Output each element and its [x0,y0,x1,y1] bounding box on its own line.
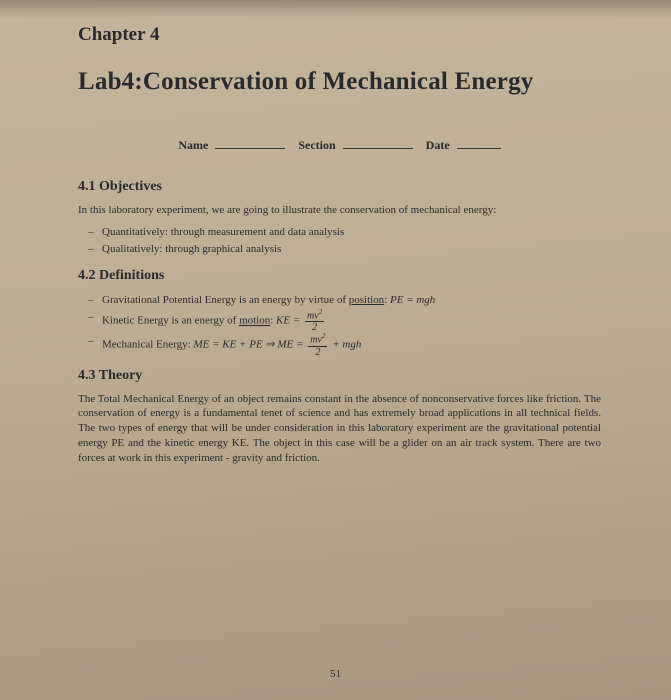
frac-num-text: mv [307,310,319,321]
me-tail: + mgh [329,339,361,351]
ke-pre: Kinetic Energy is an energy of [102,315,239,327]
definitions-heading: 4.2 Definitions [78,268,601,284]
pe-equation: PE = mgh [390,294,435,306]
frac-den: 2 [308,347,327,358]
definition-pe: Gravitational Potential Energy is an ene… [92,292,601,309]
frac-num: mv2 [308,333,327,346]
pe-pre: Gravitational Potential Energy is an ene… [102,294,349,306]
definition-ke: Kinetic Energy is an energy of motion: K… [92,309,601,333]
lab-title: Lab4:Conservation of Mechanical Energy [78,68,601,96]
me-lhs: ME = KE + PE ⇒ ME = [193,339,306,351]
pe-underlined: position [349,294,384,306]
objectives-list: Quantitatively: through measurement and … [78,224,601,258]
objectives-item: Qualitatively: through graphical analysi… [92,241,601,258]
objectives-heading: 4.1 Objectives [78,179,601,195]
section-blank [343,138,413,149]
page-shadow [0,0,671,18]
frac-num-text: mv [310,335,322,346]
page-number: 51 [0,668,671,680]
objectives-intro: In this laboratory experiment, we are go… [78,203,601,218]
name-label: Name [178,138,208,152]
ke-lhs: KE = [276,315,303,327]
lab-page: Chapter 4 Lab4:Conservation of Mechanica… [0,0,671,700]
me-pre: Mechanical Energy: [102,339,193,351]
date-label: Date [426,138,450,152]
frac-num: mv2 [305,309,324,322]
theory-heading: 4.3 Theory [78,368,601,384]
theory-paragraph: The Total Mechanical Energy of an object… [78,392,601,466]
objectives-item: Quantitatively: through measurement and … [92,224,601,241]
me-fraction: mv22 [308,333,327,357]
ke-fraction: mv22 [305,309,324,333]
name-blank [215,138,285,149]
ke-underlined: motion [239,315,270,327]
section-label: Section [298,138,335,152]
chapter-heading: Chapter 4 [78,24,601,46]
name-section-date-row: Name Section Date [78,138,601,153]
definition-me: Mechanical Energy: ME = KE + PE ⇒ ME = m… [92,333,601,357]
date-blank [457,138,501,149]
definitions-list: Gravitational Potential Energy is an ene… [78,292,601,358]
